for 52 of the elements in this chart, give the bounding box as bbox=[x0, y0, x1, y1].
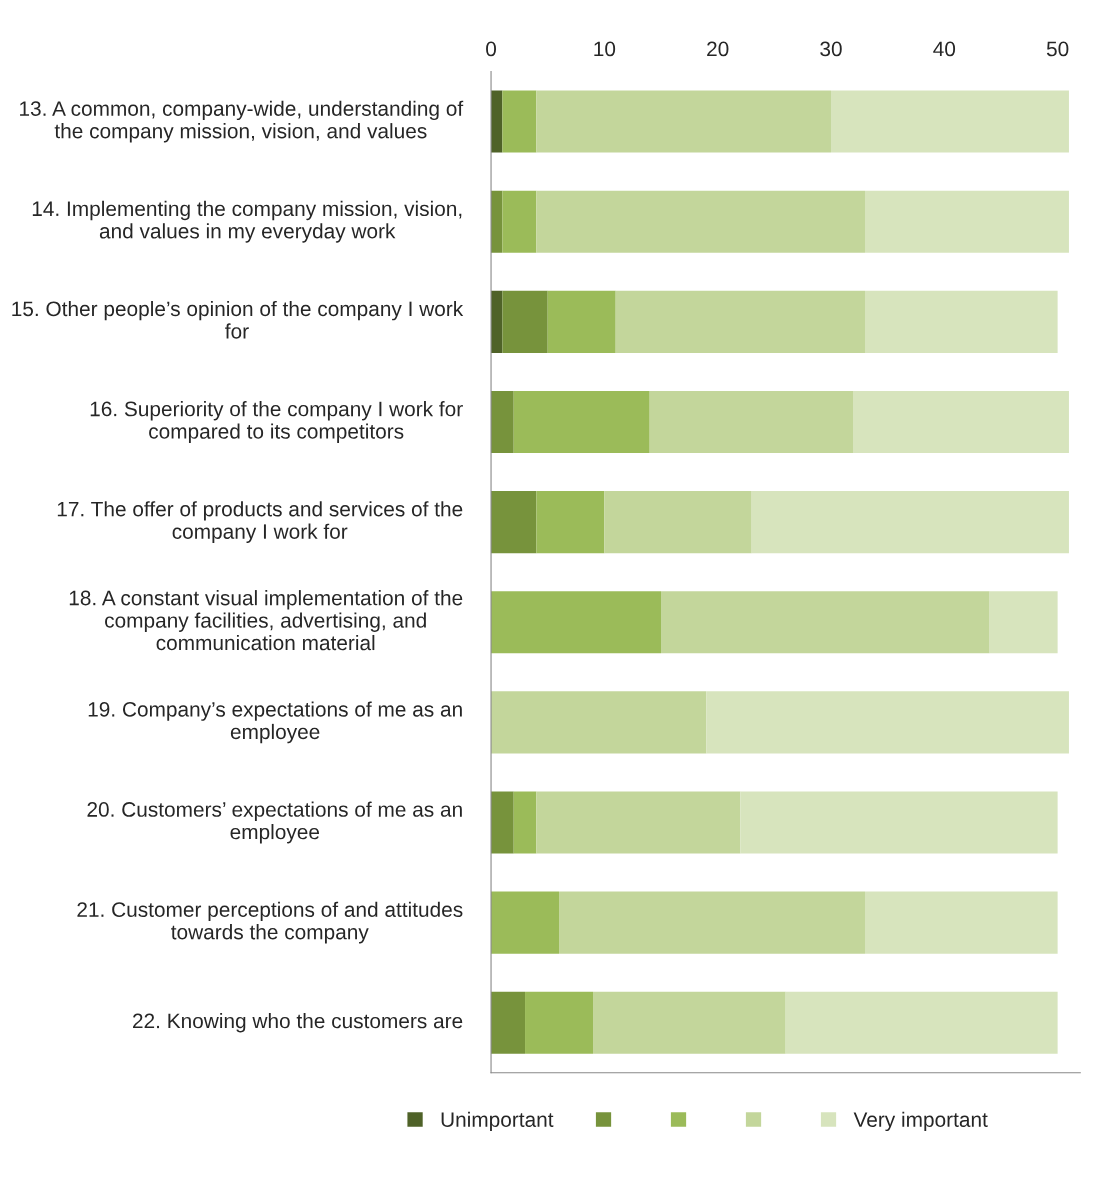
y-tick-label: 13. A common, company-wide, understanding of the company mission, vision, and values bbox=[20, 100, 464, 143]
bar bbox=[502, 190, 537, 253]
bar bbox=[491, 691, 707, 754]
bar bbox=[513, 791, 537, 854]
bar bbox=[536, 190, 865, 253]
x-tick-label: 50 bbox=[1046, 41, 1069, 57]
bar bbox=[864, 190, 1069, 253]
y-tick-label: 14. Implementing the company mission, vision, and values in my everyday work bbox=[32, 200, 462, 243]
bar bbox=[706, 691, 1069, 754]
bar bbox=[502, 90, 537, 153]
bar bbox=[525, 991, 594, 1054]
bar bbox=[547, 290, 616, 353]
bar bbox=[536, 791, 741, 854]
x-tick-label: 30 bbox=[820, 41, 842, 57]
bar bbox=[661, 591, 990, 654]
bar bbox=[502, 290, 548, 353]
bar bbox=[740, 791, 1058, 854]
bar bbox=[491, 791, 514, 854]
bar bbox=[559, 891, 865, 954]
bar bbox=[853, 390, 1069, 454]
y-tick-label: 19. Company’s expectations of me as an employee bbox=[88, 701, 462, 744]
bar bbox=[536, 90, 831, 153]
y-tick-label: 15. Other people’s opinion of the company I work for bbox=[12, 300, 464, 339]
x-tick-label: 10 bbox=[594, 41, 616, 57]
y-tick-label: 16. Superiority of the company I work for compared to its competitors bbox=[90, 401, 463, 443]
x-tick-label: 0 bbox=[486, 41, 497, 57]
bar bbox=[785, 991, 1058, 1054]
bar bbox=[491, 891, 560, 954]
bar bbox=[536, 491, 605, 554]
y-tick-label: 22. Knowing who the customers are bbox=[133, 1013, 463, 1033]
bar bbox=[513, 390, 650, 454]
bar bbox=[491, 591, 662, 654]
bar bbox=[593, 991, 786, 1054]
bar bbox=[491, 390, 514, 454]
bar bbox=[604, 491, 752, 554]
x-tick-label: 40 bbox=[933, 41, 956, 57]
legend-label: Unimportant bbox=[441, 1111, 554, 1132]
bar bbox=[615, 290, 865, 353]
bar bbox=[649, 390, 854, 454]
bar bbox=[864, 290, 1058, 353]
y-tick-label: 20. Customers’ expectations of me as an employee bbox=[87, 801, 462, 844]
y-tick-label: 21. Customer perceptions of and attitudes towards the company bbox=[77, 901, 463, 944]
x-tick-label: 20 bbox=[707, 41, 729, 57]
y-tick-label: 18. A constant visual implementation of the company facilities, advertising, and communication material bbox=[69, 590, 463, 651]
bar bbox=[491, 491, 537, 554]
bar bbox=[864, 891, 1058, 954]
bar bbox=[830, 90, 1069, 153]
bar bbox=[491, 991, 526, 1054]
y-tick-label: 17. The offer of products and services of the company I work for bbox=[57, 501, 463, 544]
bar bbox=[989, 591, 1058, 654]
bar bbox=[751, 491, 1069, 554]
legend-label: Very important bbox=[853, 1111, 988, 1132]
